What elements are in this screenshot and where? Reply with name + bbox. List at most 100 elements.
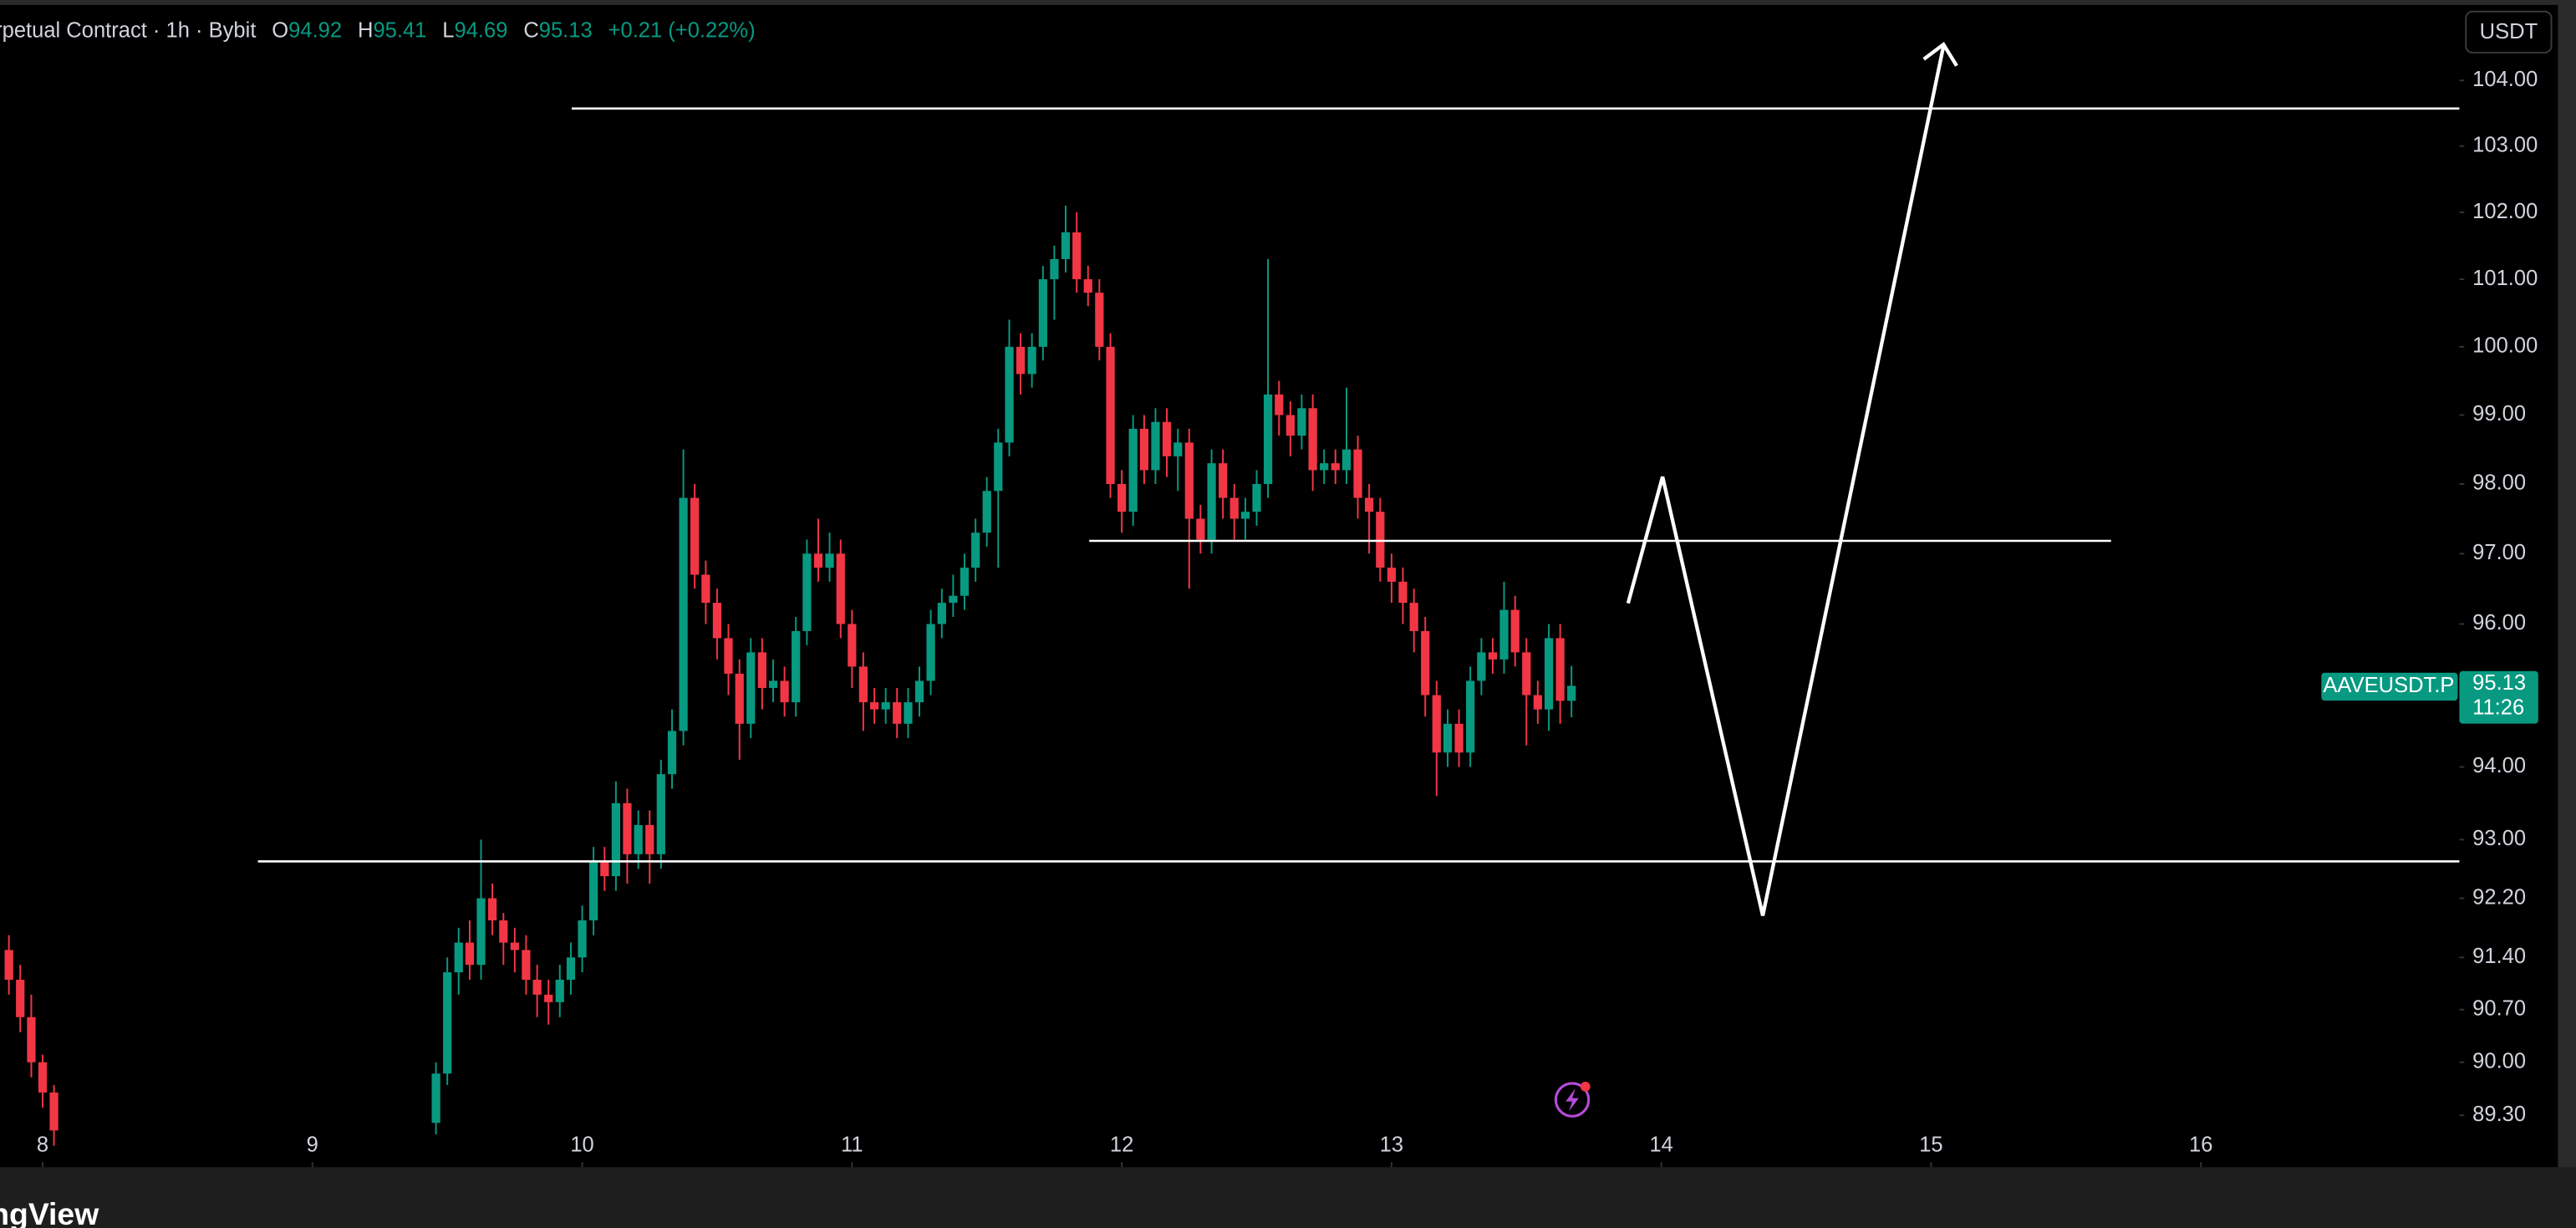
candle-body: [1095, 293, 1104, 347]
x-tick-label: 15: [1919, 1133, 1942, 1156]
candle-body: [746, 652, 756, 724]
candle-body: [1454, 723, 1464, 753]
candle-body: [949, 595, 958, 604]
y-tick-label: 89.30: [2472, 1103, 2526, 1126]
candle-body: [1263, 394, 1273, 484]
candle-body: [1196, 518, 1205, 540]
candle-body: [600, 861, 609, 877]
currency-button-box[interactable]: [2465, 10, 2553, 54]
candle-body: [1285, 415, 1295, 436]
x-tick-label: 13: [1380, 1133, 1403, 1156]
x-tick-label: 16: [2189, 1133, 2212, 1156]
candle-body: [589, 861, 598, 921]
candle-body: [792, 630, 801, 703]
candle-body: [1083, 279, 1092, 293]
icon-dot: [1580, 1081, 1591, 1092]
right-border: [2558, 0, 2576, 1228]
candle-body: [904, 702, 913, 724]
candle-body: [926, 624, 935, 681]
candle-body: [994, 442, 1003, 492]
candle-body: [848, 624, 857, 667]
last-price: 95.13: [2472, 671, 2526, 695]
candle-body: [870, 702, 879, 710]
close-value: 95.13: [539, 18, 593, 42]
candle-body: [1533, 695, 1542, 710]
candle-body: [679, 497, 688, 731]
y-tick-label: 93.00: [2472, 827, 2526, 850]
y-tick-label: 94.00: [2472, 754, 2526, 777]
candle-body: [1297, 408, 1306, 436]
candle-body: [578, 920, 587, 958]
y-tick-label: 100.00: [2472, 334, 2538, 358]
y-tick-label: 92.20: [2472, 885, 2526, 909]
candle-body: [1240, 512, 1250, 519]
candle-body: [712, 603, 722, 639]
candle-body: [1117, 483, 1127, 512]
candle-body: [27, 1017, 36, 1062]
candle-body: [1229, 497, 1239, 519]
candle-body: [611, 803, 621, 877]
candle-body: [1432, 695, 1441, 753]
candle-body: [1443, 723, 1453, 753]
drawings: [257, 41, 2460, 916]
high-value: 95.41: [373, 18, 426, 42]
icon-circle[interactable]: [1554, 1082, 1591, 1118]
candle-body: [768, 680, 778, 688]
high-label: H: [358, 18, 373, 42]
candle-body: [1421, 630, 1430, 696]
y-tick-label: 91.40: [2472, 945, 2526, 968]
candle-body: [1320, 463, 1329, 471]
candle-body: [1162, 421, 1172, 456]
open-value: 94.92: [288, 18, 342, 42]
candle-body: [881, 702, 890, 710]
x-tick-label: 11: [841, 1133, 863, 1156]
candle-body: [893, 702, 902, 724]
lightning-icon[interactable]: [1554, 1081, 1591, 1118]
candle-body: [667, 731, 677, 775]
candle-body: [1567, 685, 1576, 701]
symbol: rpetual Contract · 1h · Bybit: [0, 18, 256, 42]
candle-body: [1353, 449, 1362, 498]
close-label: C: [523, 18, 538, 42]
candle-body: [1387, 568, 1396, 582]
candle-body: [690, 497, 700, 575]
candle-body: [443, 972, 452, 1074]
currency-button[interactable]: USDT: [2465, 10, 2553, 54]
x-tick-label: 12: [1110, 1133, 1133, 1156]
price-tag-box: [2459, 670, 2538, 724]
y-tick-label: 103.00: [2472, 134, 2538, 157]
candle-body: [487, 898, 497, 921]
low-value: 94.69: [454, 18, 507, 42]
candle-body: [1016, 346, 1026, 375]
candle-body: [522, 950, 531, 981]
candle-body: [510, 942, 519, 950]
symbol-tag-box: [2321, 672, 2458, 701]
open-label: O: [272, 18, 288, 42]
candle-body: [701, 574, 710, 604]
currency-button-label[interactable]: USDT: [2480, 20, 2538, 43]
candle-body: [1376, 512, 1385, 568]
candle-body: [634, 824, 643, 854]
x-tick-label: 9: [307, 1133, 318, 1156]
candle-body: [454, 942, 463, 973]
footer-bar: [0, 1167, 2576, 1228]
candle-body: [971, 532, 980, 568]
candle-body: [1252, 483, 1261, 512]
candle-body: [499, 920, 508, 943]
y-tick-label: 98.00: [2472, 471, 2526, 495]
low-label: L: [442, 18, 454, 42]
projection-path: [1626, 45, 1946, 916]
candle-body: [813, 553, 823, 568]
candle-body: [1510, 609, 1520, 653]
candle-body: [1061, 232, 1071, 259]
candle-body: [1128, 428, 1138, 512]
candle-body: [1555, 638, 1565, 701]
candle-body: [802, 553, 812, 631]
candle-body: [476, 898, 486, 966]
symbol-tag: AAVEUSDT.P: [2323, 674, 2454, 697]
candle-body: [858, 666, 868, 703]
icon-bolt[interactable]: [1565, 1088, 1579, 1112]
candle-body: [1151, 421, 1160, 471]
candle-body: [825, 553, 834, 568]
